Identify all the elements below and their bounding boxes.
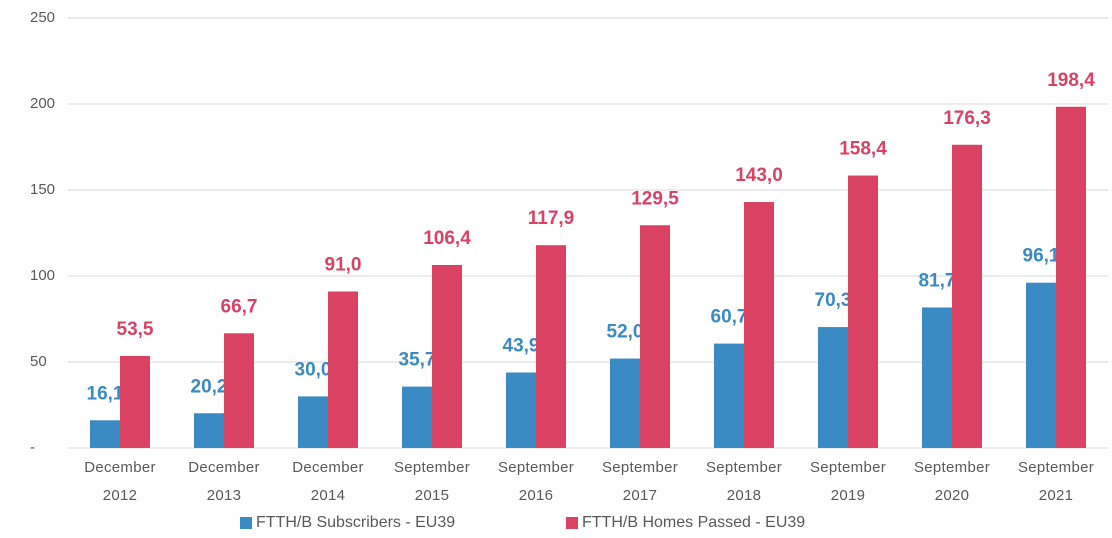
bar (848, 175, 878, 448)
x-tick-label: December 2014 (292, 459, 364, 504)
x-tick-label: September 2017 (601, 459, 679, 504)
bar (1026, 282, 1056, 448)
bar (224, 333, 254, 448)
value-label: 35,7 (399, 350, 436, 371)
value-label: 198,4 (1047, 70, 1095, 91)
value-label: 60,7 (711, 307, 748, 328)
legend-swatch (240, 517, 252, 529)
bar (610, 358, 640, 448)
bar (714, 343, 744, 448)
value-label: 91,0 (325, 254, 362, 275)
y-tick-label: 250 (30, 9, 55, 26)
value-label: 176,3 (943, 108, 991, 129)
bar (640, 225, 670, 448)
x-tick-label: December 2012 (84, 459, 156, 504)
value-label: 96,1 (1023, 246, 1060, 267)
value-label: 117,9 (528, 208, 575, 229)
value-label: 30,0 (295, 359, 332, 380)
bar (1056, 106, 1086, 448)
bar (922, 307, 952, 448)
legend-item: FTTH/B Subscribers - EU39 (240, 514, 455, 532)
value-label: 43,9 (503, 336, 540, 357)
legend-label: FTTH/B Homes Passed - EU39 (582, 514, 806, 531)
value-label: 70,3 (815, 290, 852, 311)
bar (744, 202, 774, 448)
value-label: 129,5 (631, 188, 679, 209)
value-label: 66,7 (221, 296, 258, 317)
bar (818, 327, 848, 448)
bar (328, 291, 358, 448)
bar (402, 386, 432, 448)
bar (506, 372, 536, 448)
x-tick-label: September 2018 (705, 459, 783, 504)
x-tick-label: September 2020 (913, 459, 991, 504)
y-tick-label: 150 (30, 181, 55, 198)
legend-item: FTTH/B Homes Passed - EU39 (566, 514, 805, 532)
legend-swatch (566, 517, 578, 529)
value-label: 53,5 (117, 319, 154, 340)
value-label: 158,4 (839, 139, 887, 160)
bar (298, 396, 328, 448)
bar (952, 144, 982, 449)
y-tick-label: - (30, 439, 35, 456)
x-tick-label: September 2019 (809, 459, 887, 504)
value-label: 20,2 (191, 376, 228, 397)
value-label: 52,0 (607, 322, 644, 343)
x-tick-label: September 2016 (497, 459, 575, 504)
bar (120, 355, 150, 448)
x-tick-label: September 2021 (1017, 459, 1095, 504)
value-label: 143,0 (735, 165, 783, 186)
y-tick-label: 100 (30, 267, 55, 284)
value-label: 106,4 (423, 228, 471, 249)
x-tick-label: December 2013 (188, 459, 260, 504)
bar (536, 245, 566, 448)
value-label: 81,7 (919, 270, 956, 291)
y-tick-label: 200 (30, 95, 55, 112)
y-tick-label: 50 (30, 353, 47, 370)
bar (90, 420, 120, 448)
value-label: 16,1 (87, 383, 124, 404)
x-tick-label: September 2015 (393, 459, 471, 504)
bar (194, 413, 224, 448)
bar (432, 264, 462, 448)
legend-label: FTTH/B Subscribers - EU39 (256, 514, 456, 531)
